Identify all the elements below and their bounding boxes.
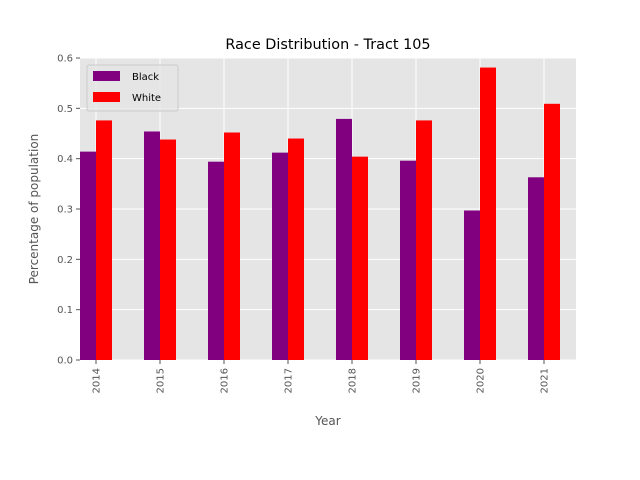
x-tick-label: 2018 <box>348 368 359 393</box>
bar-white-2021 <box>544 103 560 360</box>
y-tick-label: 0.0 <box>57 356 73 367</box>
y-tick-label: 0.4 <box>57 154 73 165</box>
bar-black-2020 <box>464 210 480 360</box>
bar-white-2017 <box>288 138 304 360</box>
bar-black-2019 <box>400 160 416 360</box>
legend-swatch-black <box>93 71 120 81</box>
bars <box>80 67 560 361</box>
y-tick-label: 0.1 <box>57 305 73 316</box>
bar-white-2020 <box>480 67 496 361</box>
chart-title: Race Distribution - Tract 105 <box>225 37 430 53</box>
x-tick-label: 2019 <box>412 368 423 393</box>
x-tick-label: 2016 <box>220 368 231 393</box>
legend-label-black: Black <box>132 72 159 83</box>
y-tick-labels: 0.0 0.1 0.2 0.3 0.4 0.5 0.6 <box>57 54 80 367</box>
bar-white-2014 <box>96 120 112 360</box>
y-axis-title: Percentage of population <box>27 134 41 285</box>
y-tick-label: 0.5 <box>57 104 73 115</box>
legend-label-white: White <box>132 93 161 104</box>
x-tick-label: 2020 <box>476 368 487 393</box>
bar-white-2018 <box>352 156 368 360</box>
x-tick-label: 2017 <box>284 368 295 393</box>
bar-white-2015 <box>160 139 176 360</box>
bar-black-2017 <box>272 152 288 360</box>
bar-black-2021 <box>528 177 544 360</box>
y-tick-label: 0.3 <box>57 205 73 216</box>
legend: Black White <box>86 64 179 112</box>
legend-swatch-white <box>93 92 120 102</box>
y-tick-label: 0.6 <box>57 54 73 65</box>
bar-black-2016 <box>208 161 224 360</box>
x-tick-label: 2015 <box>156 368 167 393</box>
bar-black-2018 <box>336 118 352 360</box>
y-tick-label: 0.2 <box>57 255 73 266</box>
x-tick-label: 2014 <box>92 368 103 393</box>
bar-white-2019 <box>416 120 432 360</box>
bar-black-2014 <box>80 151 96 360</box>
bar-black-2015 <box>144 131 160 360</box>
x-tick-labels: 2014 2015 2016 2017 2018 2019 2020 2021 <box>92 360 551 393</box>
bar-white-2016 <box>224 132 240 360</box>
x-axis-title: Year <box>314 414 340 428</box>
x-tick-label: 2021 <box>540 368 551 393</box>
